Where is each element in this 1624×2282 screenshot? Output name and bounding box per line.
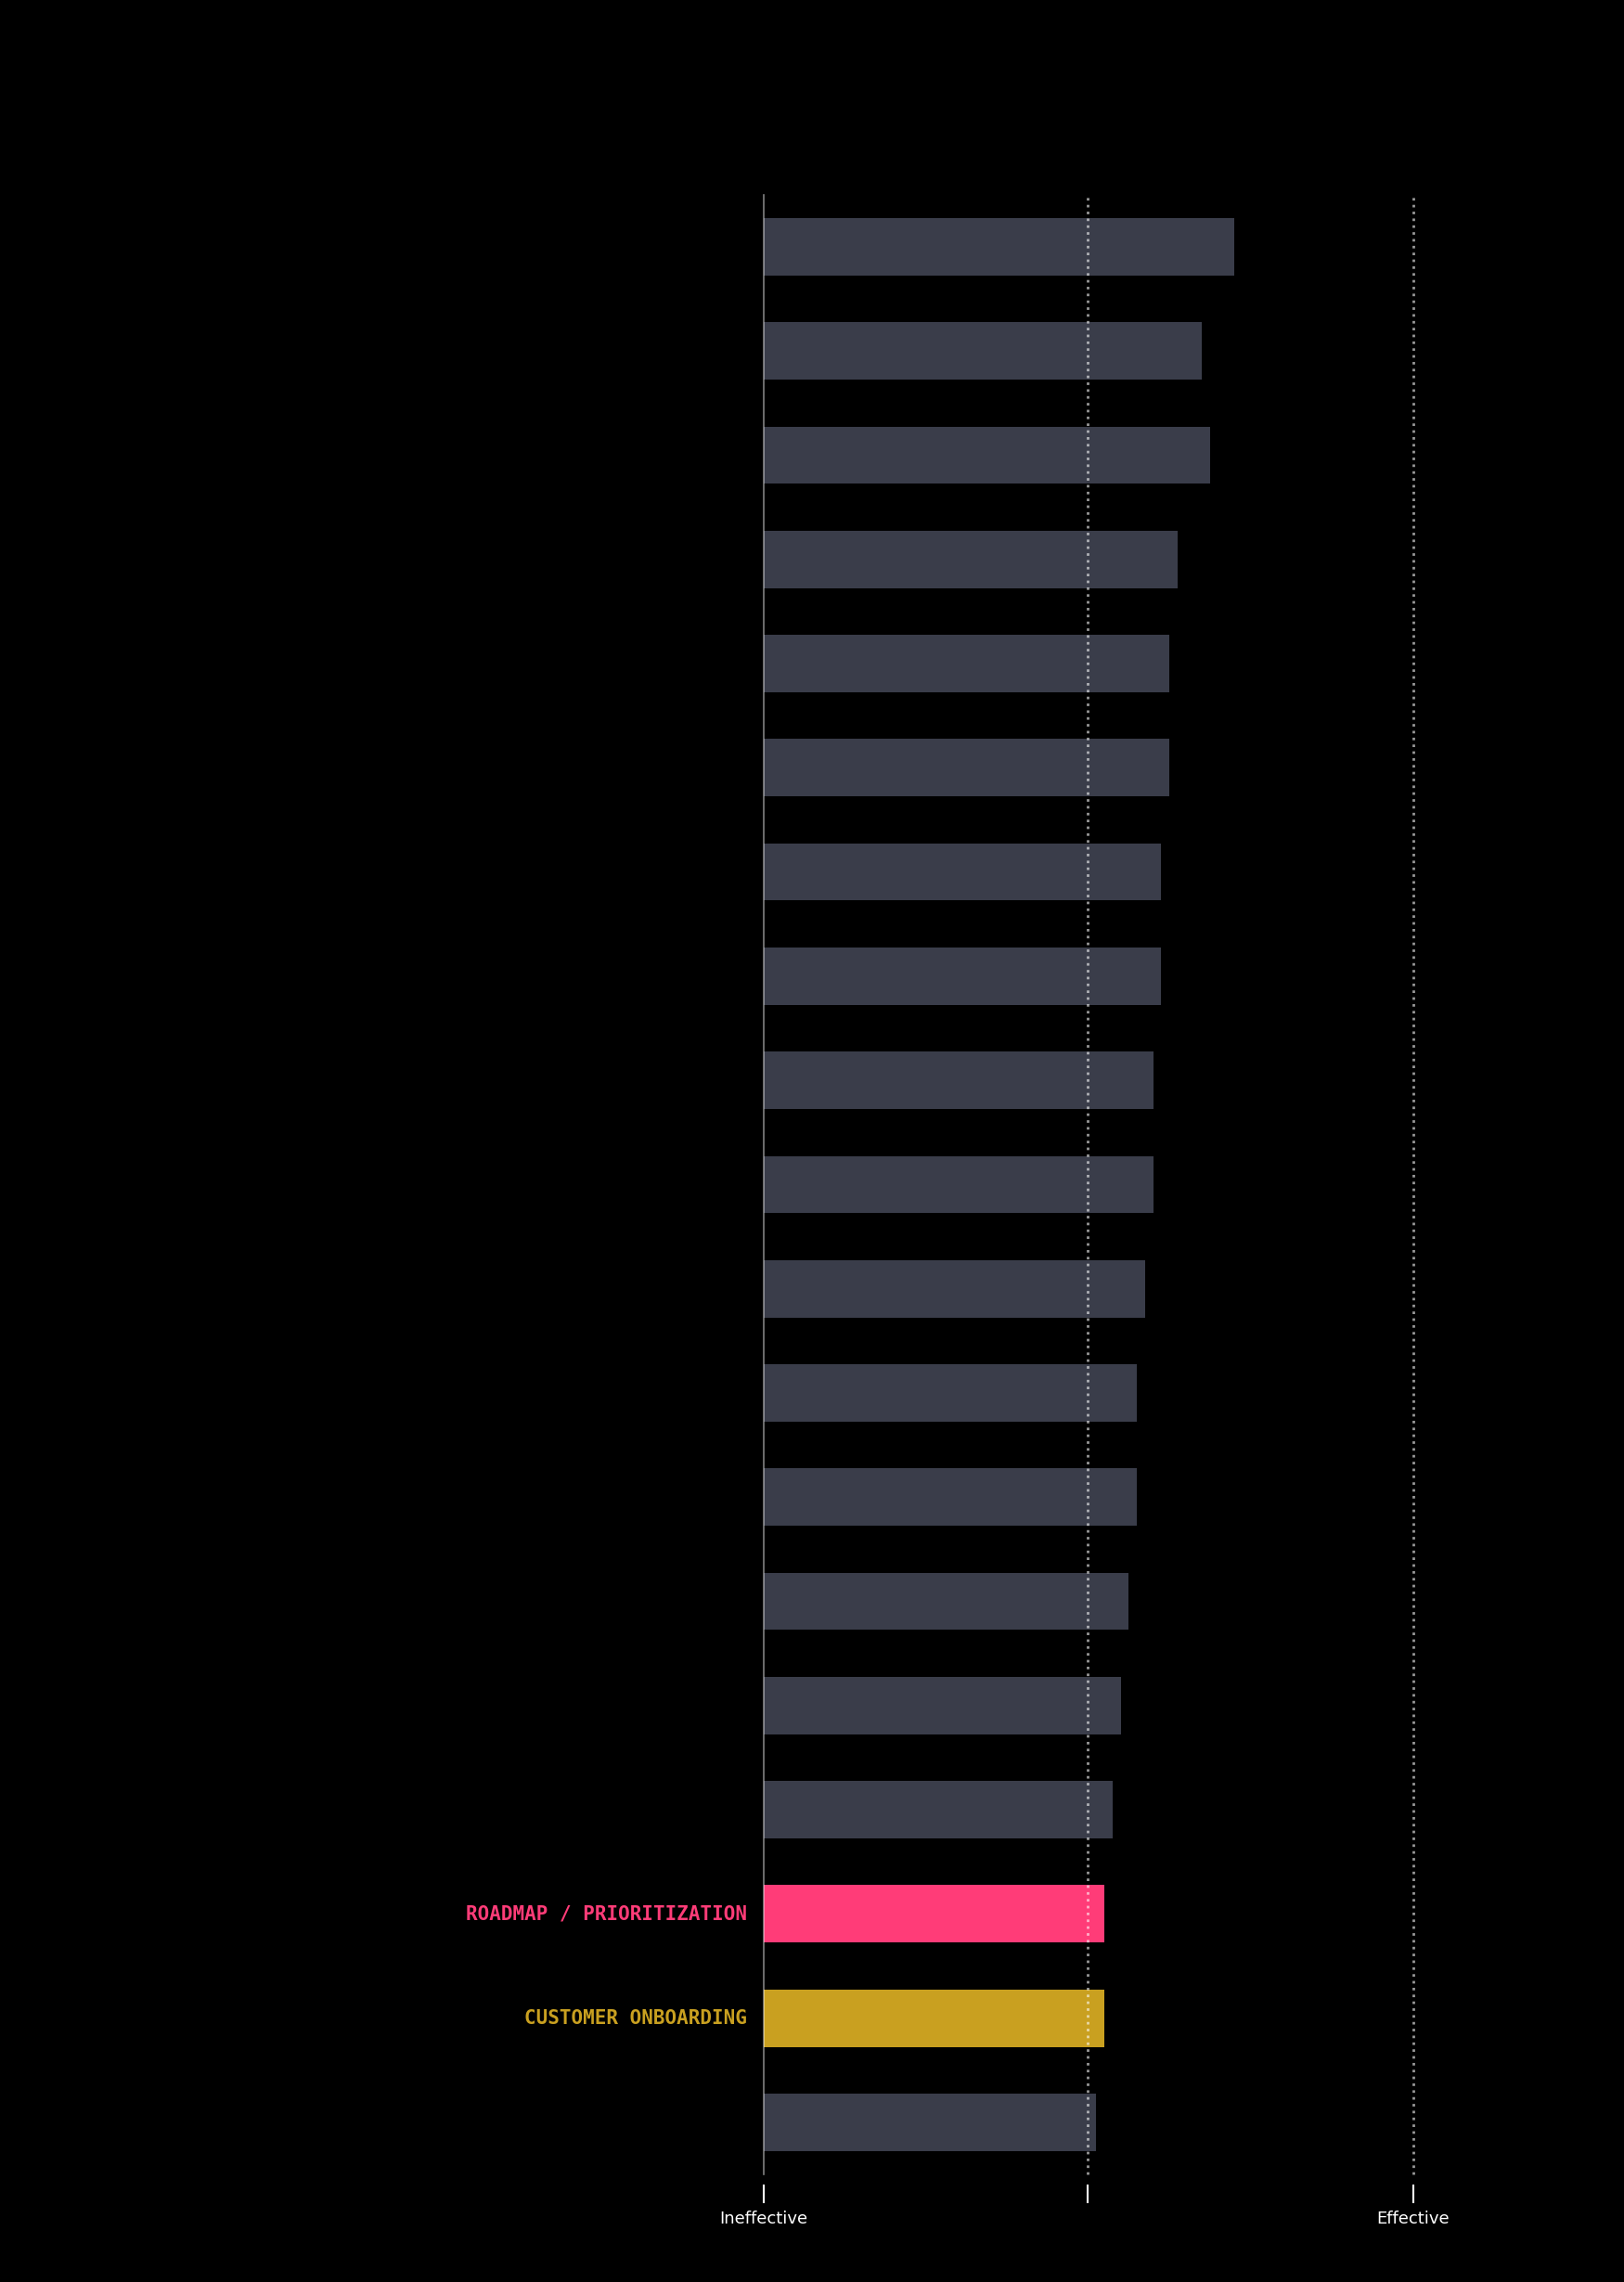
Bar <box>763 1780 1112 1839</box>
Bar <box>763 2093 1096 2152</box>
Text: ROADMAP / PRIORITIZATION: ROADMAP / PRIORITIZATION <box>466 1905 747 1924</box>
Bar <box>763 1467 1137 1527</box>
Text: in each of these functions?: in each of these functions? <box>41 75 825 126</box>
Text: Effective: Effective <box>1377 2211 1449 2227</box>
Bar <box>763 219 1234 276</box>
Text: CUSTOMER ONBOARDING: CUSTOMER ONBOARDING <box>525 2008 747 2026</box>
Bar <box>763 1885 1104 1942</box>
Bar <box>763 427 1210 484</box>
Bar <box>763 634 1169 691</box>
Bar <box>763 532 1177 589</box>
Bar <box>763 1052 1153 1109</box>
Text: Ineffective: Ineffective <box>719 2211 807 2227</box>
Bar <box>763 1260 1145 1317</box>
Bar <box>763 1677 1121 1734</box>
Bar <box>763 1572 1129 1629</box>
Bar <box>763 739 1169 796</box>
Bar <box>763 1365 1137 1422</box>
Bar <box>763 1990 1104 2047</box>
Bar <box>763 947 1161 1004</box>
Text: How would you rate your perfomance: How would you rate your perfomance <box>41 11 1132 62</box>
Bar <box>763 322 1202 379</box>
Bar <box>763 844 1161 901</box>
Bar <box>763 1157 1153 1214</box>
